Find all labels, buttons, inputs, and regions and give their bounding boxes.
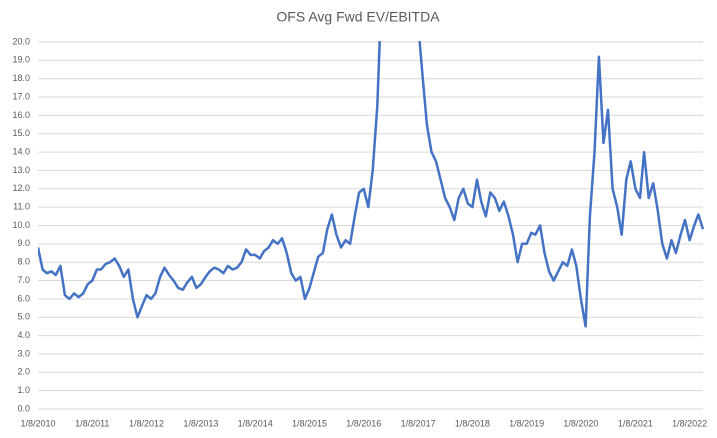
y-tick-label: 20.0 xyxy=(12,36,30,46)
y-tick-label: 6.0 xyxy=(17,293,30,303)
y-tick-label: 2.0 xyxy=(17,367,30,377)
x-tick-label: 1/8/2012 xyxy=(129,418,164,428)
x-tick-label: 1/8/2013 xyxy=(183,418,218,428)
x-tick-label: 1/8/2015 xyxy=(292,418,327,428)
plot-area xyxy=(38,41,704,328)
x-tick-label: 1/8/2010 xyxy=(20,418,55,428)
y-tick-label: 11.0 xyxy=(13,202,30,212)
y-tick-label: 0.0 xyxy=(17,403,30,413)
y-tick-label: 18.0 xyxy=(12,73,30,83)
y-tick-label: 17.0 xyxy=(12,91,30,101)
x-tick-label: 1/8/2019 xyxy=(509,418,544,428)
y-tick-label: 16.0 xyxy=(12,110,30,120)
x-tick-label: 1/8/2020 xyxy=(563,418,598,428)
y-tick-label: 19.0 xyxy=(12,55,30,65)
x-tick-label: 1/8/2022 xyxy=(672,418,707,428)
y-tick-label: 14.0 xyxy=(12,146,30,156)
y-tick-label: 4.0 xyxy=(17,330,30,340)
x-tick-label: 1/8/2011 xyxy=(75,418,109,428)
y-tick-label: 10.0 xyxy=(12,220,30,230)
x-tick-label: 1/8/2016 xyxy=(346,418,381,428)
x-tick-label: 1/8/2021 xyxy=(618,418,653,428)
y-tick-label: 7.0 xyxy=(17,275,30,285)
y-tick-label: 15.0 xyxy=(12,128,30,138)
y-tick-label: 12.0 xyxy=(12,183,30,193)
y-tick-label: 1.0 xyxy=(17,385,30,395)
x-tick-label: 1/8/2018 xyxy=(455,418,490,428)
x-tick-label: 1/8/2017 xyxy=(401,418,436,428)
x-tick-label: 1/8/2014 xyxy=(238,418,273,428)
y-tick-label: 8.0 xyxy=(17,257,30,267)
y-tick-label: 9.0 xyxy=(17,238,30,248)
data-line xyxy=(38,41,704,328)
y-tick-label: 3.0 xyxy=(17,348,30,358)
y-tick-label: 13.0 xyxy=(12,165,30,175)
y-tick-label: 5.0 xyxy=(17,312,30,322)
chart-title: OFS Avg Fwd EV/EBITDA xyxy=(276,9,440,25)
